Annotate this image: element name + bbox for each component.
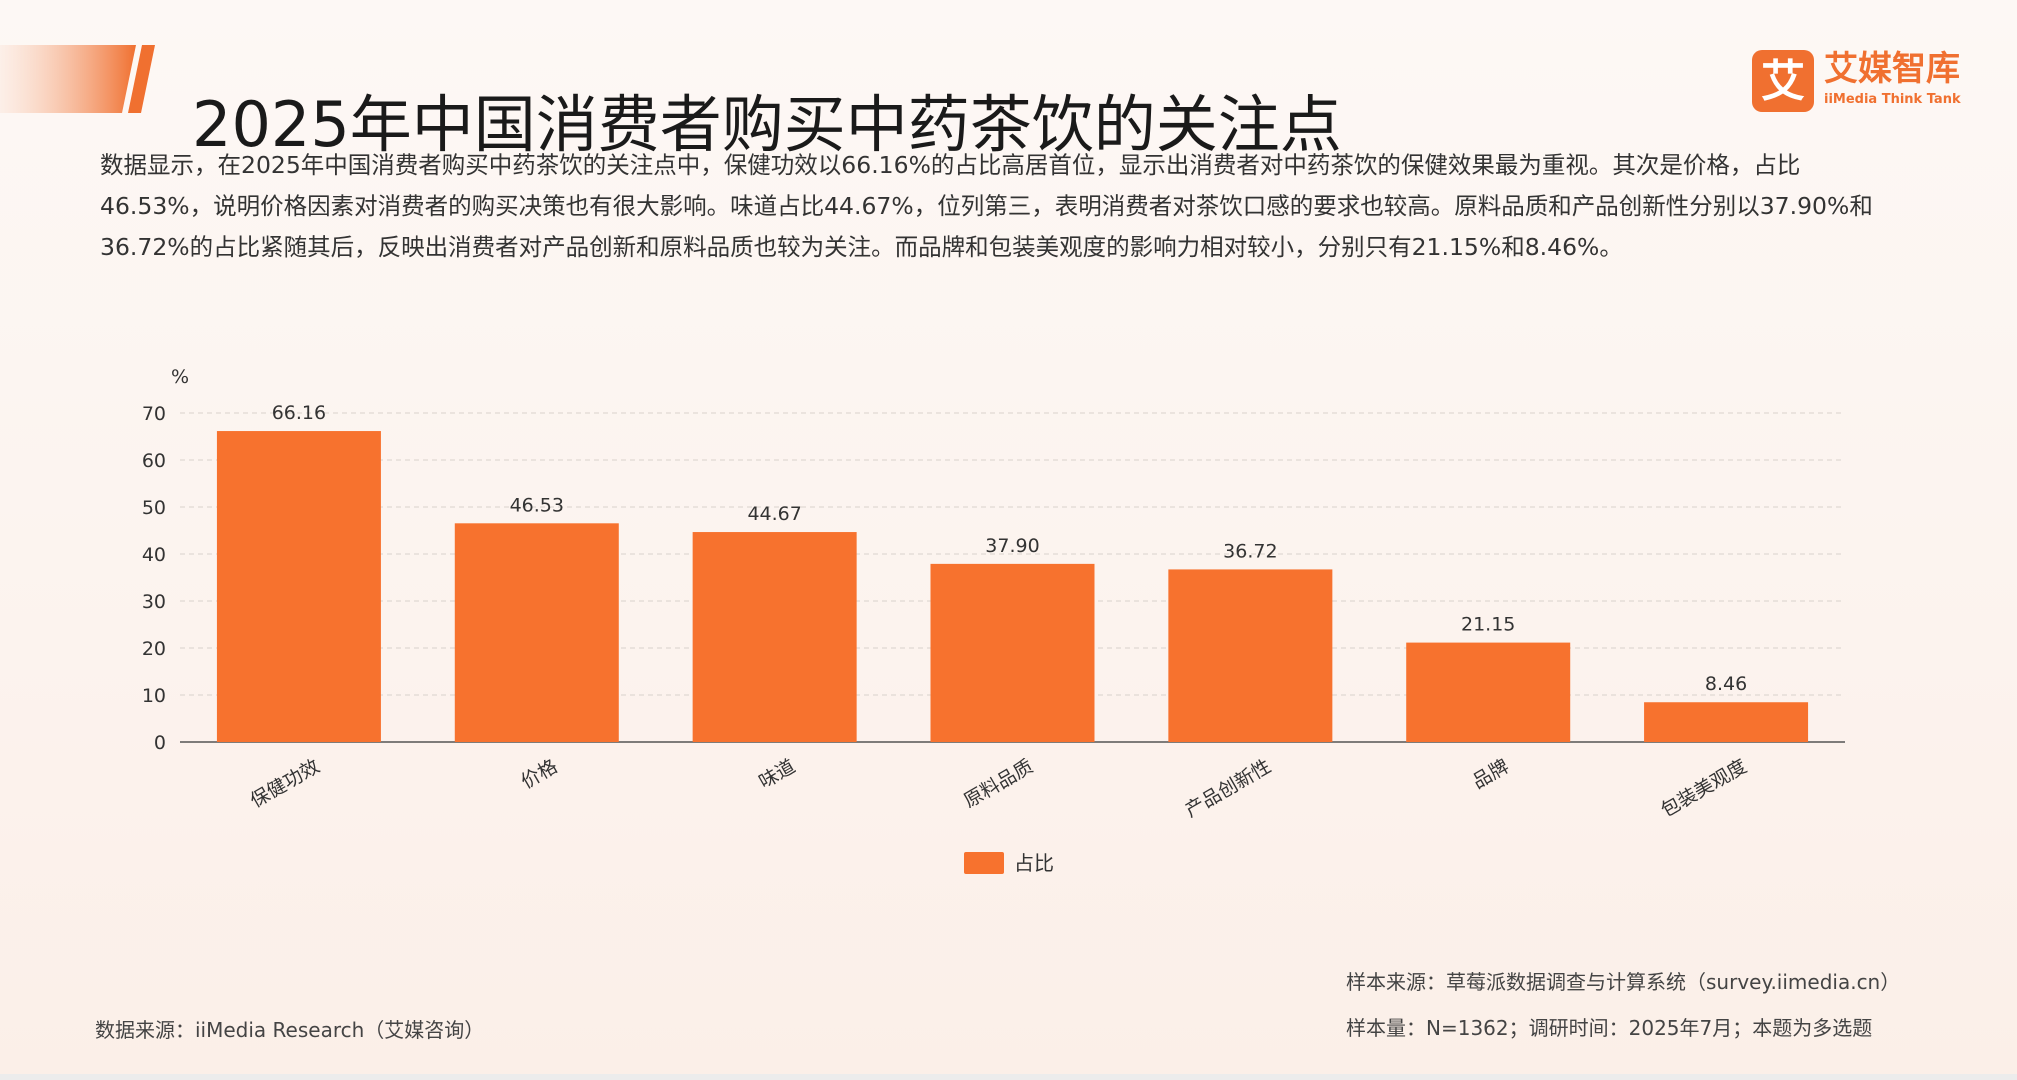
x-tick-label: 原料品质: [960, 755, 1037, 812]
bars: [216, 431, 1809, 742]
y-tick-label: 30: [142, 591, 166, 613]
data-source: 数据来源：iiMedia Research（艾媒咨询）: [95, 1018, 485, 1042]
header-stripe-decoration: [0, 45, 155, 113]
y-tick-label: 10: [142, 685, 166, 707]
x-tick-label: 保健功效: [247, 755, 324, 812]
y-axis-unit: %: [171, 366, 189, 388]
page-title: 2025年中国消费者购买中药茶饮的关注点: [192, 87, 1342, 161]
logo-chinese-text: 艾媒智库: [1824, 49, 1960, 89]
bottom-divider: [0, 1074, 2017, 1080]
data-label: 46.53: [510, 494, 564, 516]
bar: [1168, 569, 1333, 742]
logo-glyph: 艾: [1761, 56, 1805, 107]
x-tick-label: 味道: [755, 755, 799, 793]
y-tick-label: 40: [142, 544, 166, 566]
legend-swatch: [964, 852, 1004, 874]
bar: [930, 563, 1095, 742]
y-axis: % 0 10 20 30 40 50 60 70: [142, 366, 189, 754]
data-label: 37.90: [985, 535, 1039, 557]
data-label: 44.67: [747, 503, 801, 525]
bar: [1644, 702, 1809, 742]
data-label: 66.16: [272, 402, 326, 424]
sample-info: 样本量：N=1362；调研时间：2025年7月；本题为多选题: [1346, 1016, 1873, 1040]
logo-mark-icon: 艾: [1752, 50, 1814, 112]
data-label: 21.15: [1461, 614, 1515, 636]
y-tick-label: 50: [142, 497, 166, 519]
y-tick-label: 70: [142, 403, 166, 425]
x-tick-label: 品牌: [1469, 755, 1513, 793]
x-axis-labels: 保健功效 价格 味道 原料品质 产品创新性 品牌 包装美观度: [247, 755, 1751, 822]
data-label: 36.72: [1223, 540, 1277, 562]
y-tick-label: 60: [142, 450, 166, 472]
bar: [692, 532, 857, 742]
logo-english-text: iiMedia Think Tank: [1824, 92, 1961, 107]
bar: [216, 431, 381, 742]
chart-description: 数据显示，在2025年中国消费者购买中药茶饮的关注点中，保健功效以66.16%的…: [100, 151, 1873, 261]
bar-chart: % 0 10 20 30 40 50 60 70 66.16 46.53 44.67 37.90 36.…: [142, 366, 1845, 822]
iimedia-logo: 艾 艾媒智库 iiMedia Think Tank: [1752, 48, 1962, 116]
y-tick-label: 20: [142, 638, 166, 660]
x-tick-label: 价格: [517, 755, 561, 793]
legend-label: 占比: [1014, 851, 1054, 875]
bar: [454, 523, 619, 742]
y-tick-label: 0: [154, 732, 166, 754]
sample-source: 样本来源：草莓派数据调查与计算系统（survey.iimedia.cn）: [1346, 970, 1901, 994]
x-tick-label: 产品创新性: [1182, 755, 1275, 822]
bar: [1406, 642, 1571, 742]
data-labels: 66.16 46.53 44.67 37.90 36.72 21.15 8.46: [272, 402, 1748, 695]
data-label: 8.46: [1705, 673, 1747, 695]
x-tick-label: 包装美观度: [1657, 755, 1750, 822]
